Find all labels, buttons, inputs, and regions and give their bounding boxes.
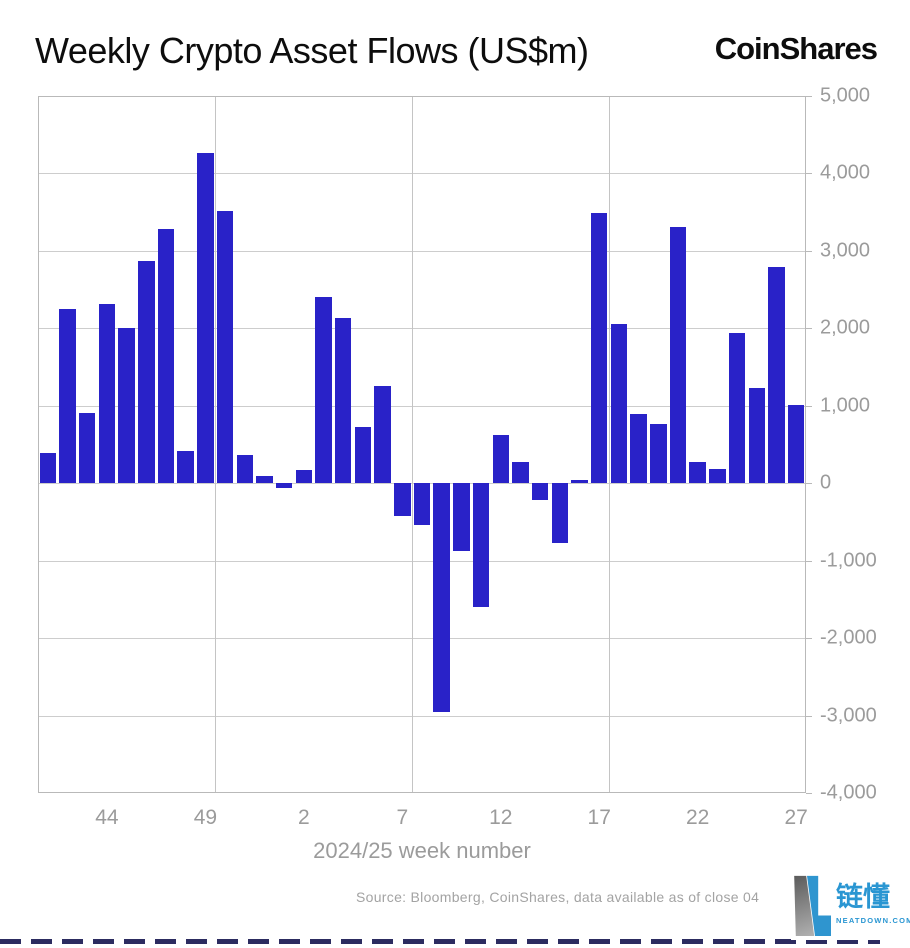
- y-tick-mark: [806, 483, 812, 485]
- bar-week-4: [334, 318, 352, 484]
- gridline-horizontal: [38, 173, 806, 175]
- y-tick-label: -1,000: [820, 549, 877, 572]
- gridline-horizontal: [38, 250, 806, 252]
- chart-title: Weekly Crypto Asset Flows (US$m): [35, 30, 589, 71]
- bar-week-19: [630, 414, 647, 484]
- y-tick-mark: [806, 405, 812, 407]
- x-tick-label: 22: [686, 806, 710, 829]
- bar-week-24: [728, 332, 746, 484]
- bar-week-2: [295, 469, 313, 484]
- gridline-horizontal: [38, 715, 806, 717]
- bar-week-13: [512, 461, 529, 484]
- x-tick-label: 12: [489, 806, 513, 829]
- gridline-horizontal: [38, 328, 806, 330]
- x-tick-label: 17: [587, 806, 611, 829]
- y-tick-label: 2,000: [820, 316, 871, 339]
- bar-week-3: [315, 296, 332, 484]
- y-tick-mark: [806, 638, 812, 640]
- gridline-horizontal: [38, 560, 806, 562]
- plot-frame: [38, 96, 806, 793]
- y-tick-mark: [806, 715, 812, 717]
- bar-week-50: [216, 211, 234, 484]
- y-tick-label: 0: [820, 471, 832, 494]
- neatdown-logo-icon: [791, 872, 831, 936]
- bar-week-12: [492, 434, 510, 484]
- y-tick-label: -2,000: [820, 626, 877, 649]
- y-tick-mark: [806, 96, 812, 97]
- watermark-domain: NEATDOWN.COM: [836, 915, 910, 925]
- y-tick-label: -3,000: [820, 704, 877, 727]
- watermark-text: 链懂 NEATDOWN.COM: [836, 882, 910, 925]
- x-tick-label: 7: [396, 806, 409, 829]
- y-tick-label: -4,000: [820, 781, 877, 804]
- coinshares-logo: CoinShares: [714, 31, 878, 66]
- bar-week-45: [118, 328, 135, 484]
- bar-week-26: [768, 267, 785, 484]
- bar-week-25: [748, 387, 766, 484]
- bar-week-17: [590, 212, 608, 484]
- gridline-horizontal: [38, 638, 806, 640]
- bar-week-49: [197, 153, 214, 484]
- x-tick-label: 49: [193, 806, 218, 829]
- bar-week-14: [531, 483, 549, 500]
- bar-week-11: [472, 483, 490, 608]
- bar-week-27: [787, 404, 805, 484]
- bar-week-6: [374, 386, 391, 484]
- bar-week-52: [256, 476, 273, 484]
- bar-week-10: [453, 483, 470, 551]
- x-tick-label: 27: [784, 806, 808, 829]
- bar-week-9: [433, 483, 450, 712]
- y-tick-mark: [806, 173, 812, 175]
- y-tick-mark: [806, 560, 812, 562]
- bar-week-8: [413, 483, 431, 526]
- bar-week-20: [650, 423, 667, 484]
- bar-week-48: [177, 451, 194, 484]
- gridline-vertical: [215, 96, 217, 793]
- bar-week-18: [610, 324, 628, 484]
- bar-week-15: [551, 483, 569, 544]
- bar-week-22: [689, 462, 706, 484]
- bottom-dashed-strip: [0, 939, 880, 944]
- x-axis-title: 2024/25 week number: [313, 838, 531, 863]
- bar-week-21: [669, 226, 687, 484]
- bar-week-5: [354, 426, 372, 484]
- y-tick-mark: [806, 250, 812, 252]
- bar-week-41: [39, 452, 57, 484]
- bar-week-46: [138, 260, 155, 484]
- gridline-horizontal: [38, 405, 806, 407]
- y-tick-mark: [806, 328, 812, 330]
- y-tick-label: 4,000: [820, 161, 871, 184]
- y-tick-label: 3,000: [820, 239, 871, 262]
- y-tick-mark: [806, 793, 812, 794]
- x-tick-label: 44: [95, 806, 119, 829]
- bar-week-42: [59, 308, 76, 484]
- y-tick-label: 5,000: [820, 84, 871, 107]
- bar-week-51: [236, 454, 254, 484]
- gridline-vertical: [609, 96, 611, 793]
- y-tick-label: 1,000: [820, 394, 871, 417]
- bar-week-43: [78, 412, 96, 484]
- gridline-vertical: [412, 96, 414, 793]
- watermark-logo: 链懂 NEATDOWN.COM: [791, 868, 910, 940]
- x-tick-label: 2: [298, 806, 310, 829]
- bar-week-7: [394, 483, 411, 516]
- bar-week-1: [275, 483, 293, 489]
- source-text: Source: Bloomberg, CoinShares, data avai…: [356, 889, 760, 905]
- bar-week-23: [709, 468, 726, 484]
- bar-week-16: [571, 480, 588, 484]
- bar-week-44: [98, 303, 116, 484]
- bar-week-47: [157, 228, 175, 484]
- watermark-brand-cn: 链懂: [836, 882, 890, 913]
